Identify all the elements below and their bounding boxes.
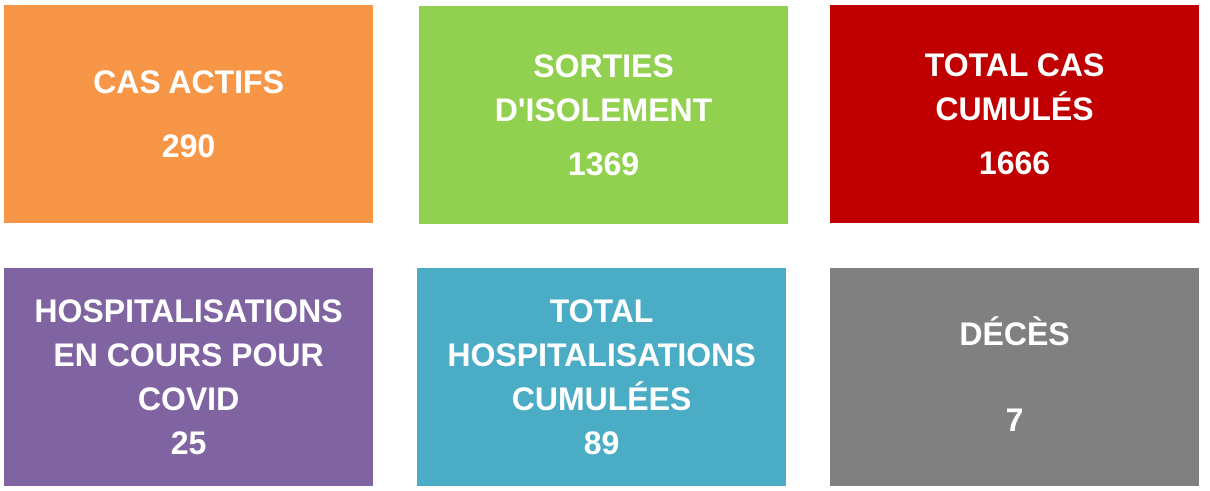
tile-label: TOTAL HOSPITALISATIONS CUMULÉES [447,293,756,417]
tile-value: 1369 [567,146,640,182]
tile-label: HOSPITALISATIONS EN COURS POUR COVID [34,293,343,417]
tile-cas-actifs: CAS ACTIFS 290 [4,5,373,223]
tile-value: 290 [161,128,216,164]
tile-label: SORTIES D'ISOLEMENT [494,48,713,128]
tile-value: 1666 [978,145,1051,181]
tile-deces: DÉCÈS 7 [830,268,1199,486]
tile-label: CAS ACTIFS [93,64,284,100]
tile-sorties-isolement: SORTIES D'ISOLEMENT 1369 [419,6,788,224]
tile-label: DÉCÈS [959,316,1070,352]
tile-value: 89 [583,425,620,461]
tile-value: 25 [170,425,207,461]
tile-total-hospitalisations-cumulees: TOTAL HOSPITALISATIONS CUMULÉES 89 [417,268,786,486]
tile-value: 7 [1005,402,1024,438]
tile-total-cas-cumules: TOTAL CAS CUMULÉS 1666 [830,5,1199,223]
tile-label: TOTAL CAS CUMULÉS [924,47,1105,127]
tile-hospitalisations-en-cours: HOSPITALISATIONS EN COURS POUR COVID 25 [4,268,373,486]
